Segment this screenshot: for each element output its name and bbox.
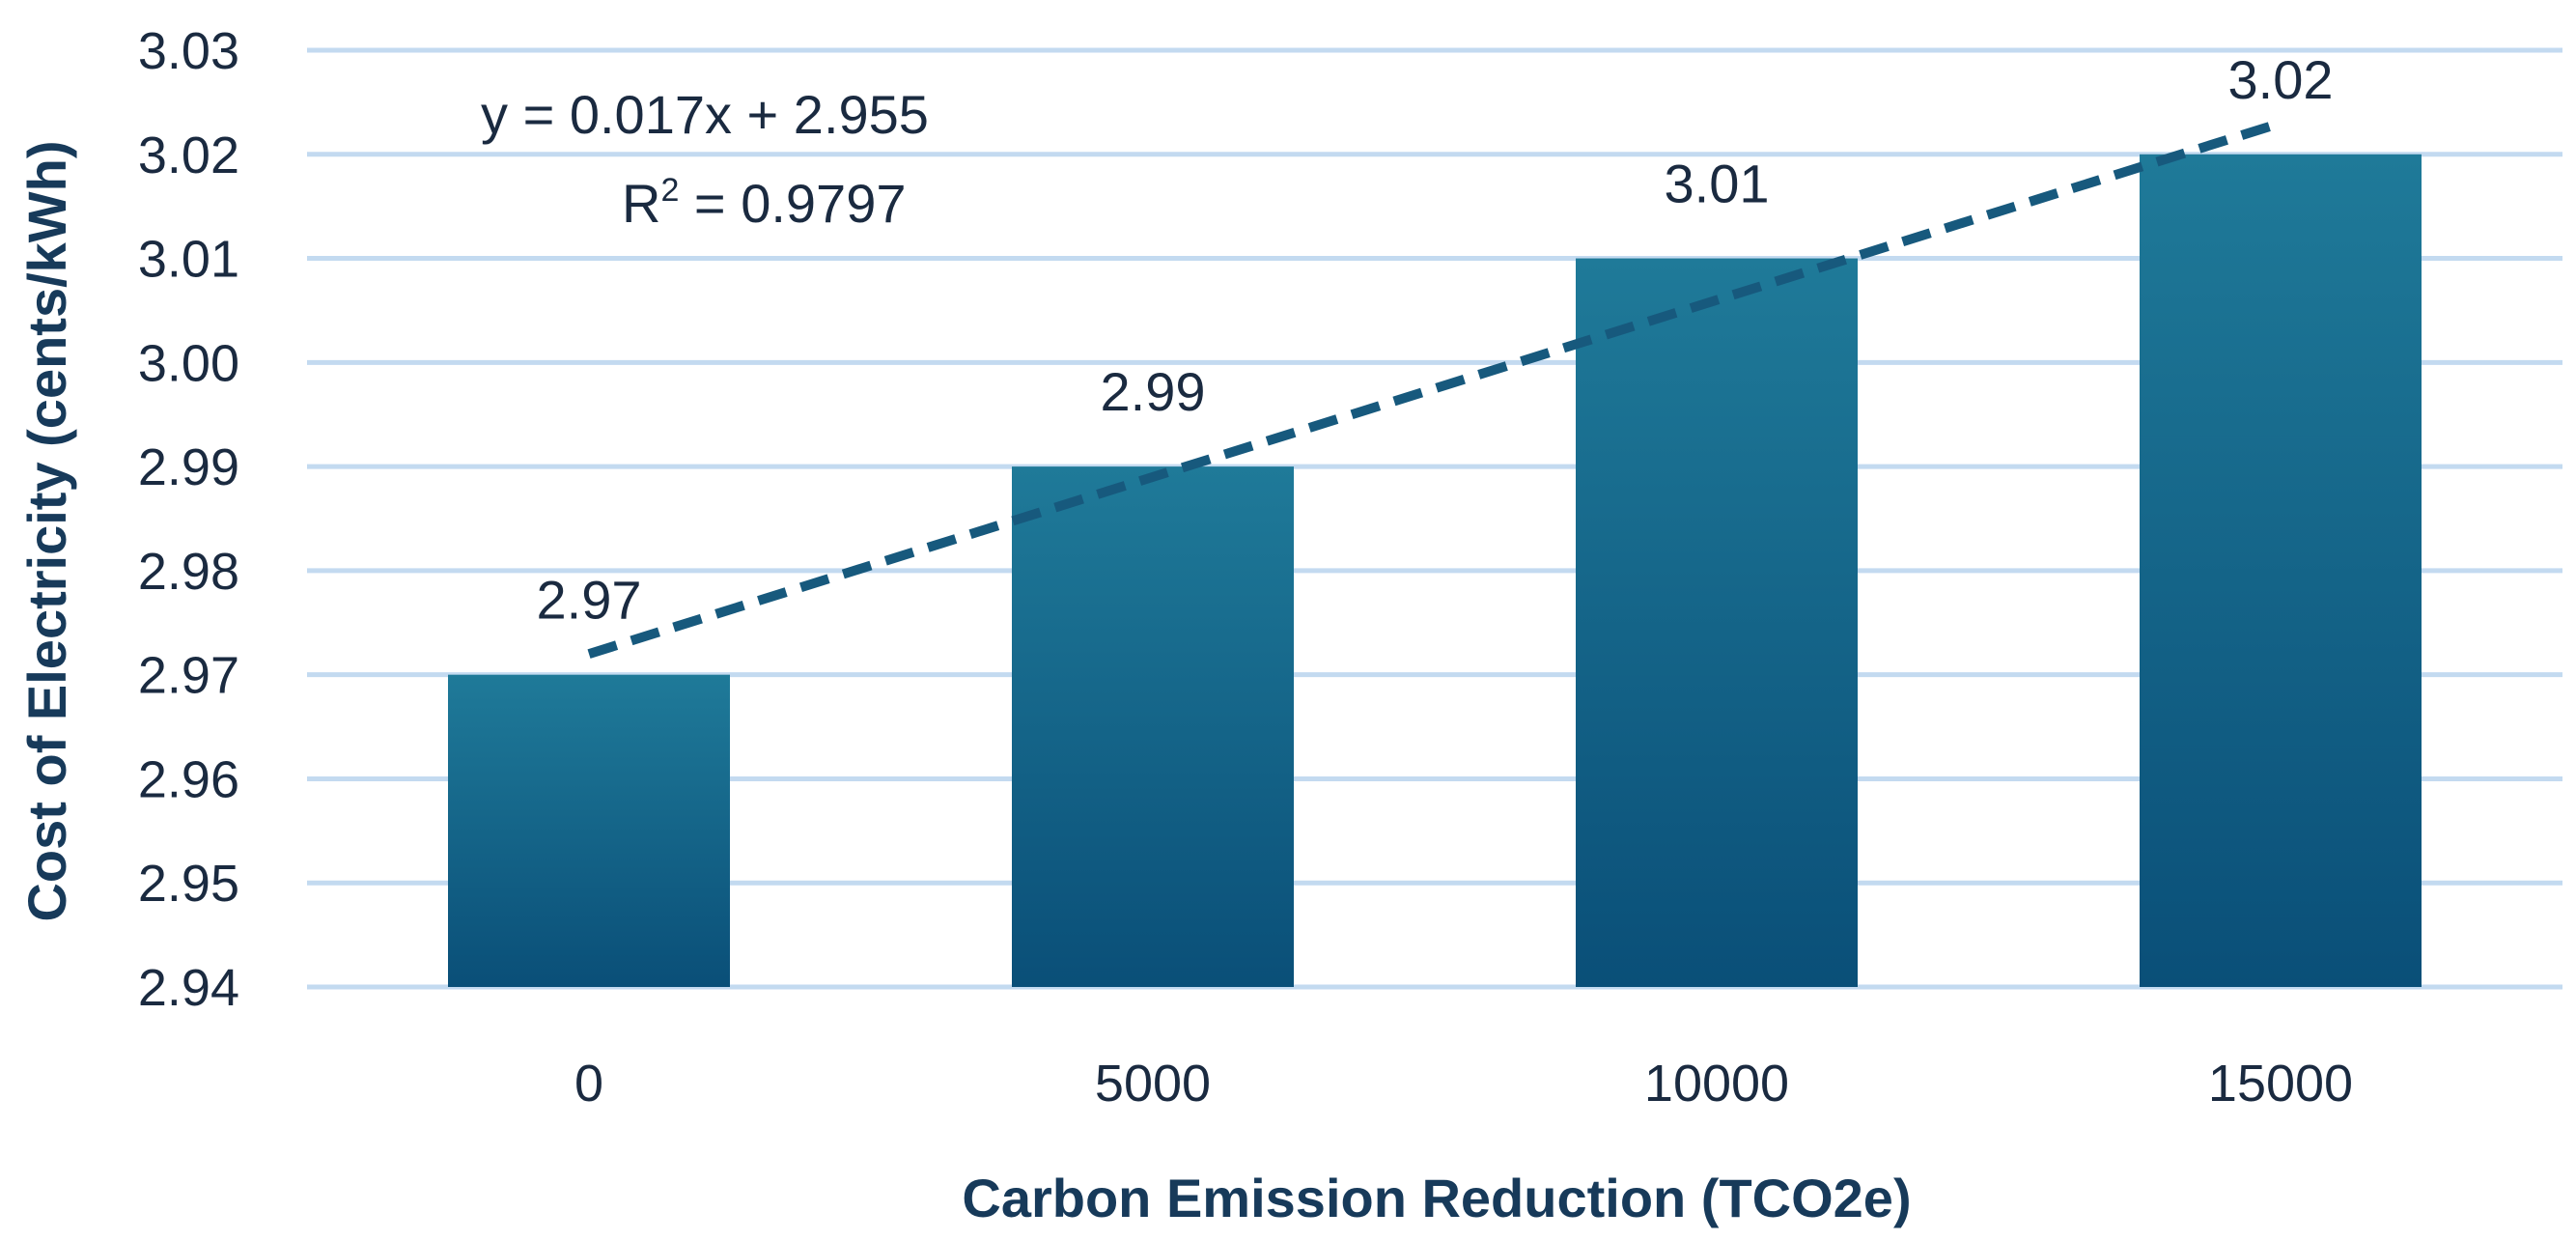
x-axis-title: Carbon Emission Reduction (TCO2e) (962, 1168, 1911, 1228)
data-label: 2.99 (1101, 361, 1206, 422)
bar (1012, 466, 1294, 988)
y-tick-label: 3.03 (138, 22, 239, 80)
r-squared-prefix: R (622, 173, 660, 234)
x-tick-label: 10000 (1644, 1055, 1789, 1113)
y-tick-label: 2.97 (138, 647, 239, 705)
trendline-equation: y = 0.017x + 2.955 (481, 84, 929, 145)
y-tick-label: 2.96 (138, 750, 239, 808)
y-tick-label: 2.95 (138, 855, 239, 913)
data-labels: 2.97 2.99 3.01 3.02 (537, 49, 2334, 631)
bar (2140, 154, 2422, 987)
r-squared-value: = 0.9797 (679, 173, 906, 234)
y-tick-label: 2.98 (138, 543, 239, 601)
data-label: 2.97 (537, 570, 642, 631)
r-squared-superscript: 2 (660, 172, 679, 209)
bar (1576, 258, 1858, 987)
y-tick-label: 2.99 (138, 438, 239, 496)
trendline-group (587, 118, 2282, 659)
x-tick-label: 0 (574, 1055, 603, 1113)
bar (448, 674, 730, 987)
data-label: 3.01 (1665, 154, 1770, 214)
y-tick-label: 2.94 (138, 959, 239, 1017)
y-tick-label: 3.00 (138, 334, 239, 392)
x-tick-label: 15000 (2208, 1055, 2353, 1113)
trendline (587, 118, 2282, 659)
y-axis-ticks: 2.94 2.95 2.96 2.97 2.98 2.99 3.00 3.01 3.02 3.03 (138, 22, 239, 1017)
x-axis-ticks: 0 5000 10000 15000 (574, 1055, 2353, 1113)
y-tick-label: 3.02 (138, 127, 239, 184)
y-axis-title: Cost of Electricity (cents/kWh) (16, 140, 77, 921)
y-tick-label: 3.01 (138, 231, 239, 289)
trendline-r-squared: R2 = 0.9797 (622, 172, 906, 234)
bars (448, 154, 2422, 988)
x-tick-label: 5000 (1095, 1055, 1211, 1113)
data-label: 3.02 (2228, 49, 2334, 110)
